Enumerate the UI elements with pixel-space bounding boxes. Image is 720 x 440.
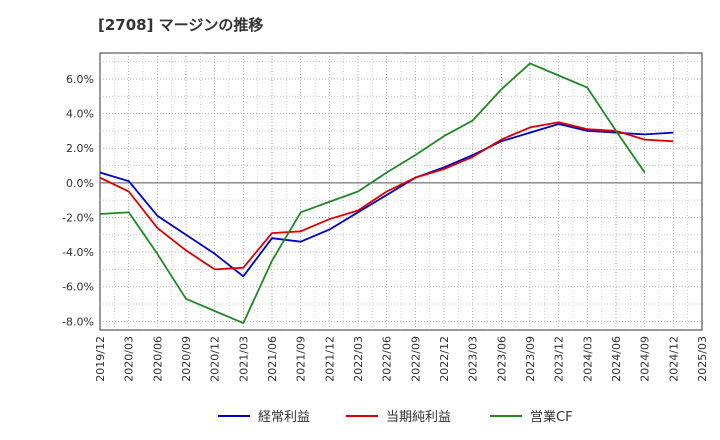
x-tick-label: 2020/12 (209, 336, 222, 382)
series-line-3 (99, 62, 646, 325)
x-tick-label: 2023/06 (495, 336, 508, 382)
x-tick-label: 2024/12 (667, 336, 680, 382)
x-tick-label: 2022/12 (438, 336, 451, 382)
x-tick-label: 2020/06 (151, 336, 164, 382)
y-tick-label: -2.0% (62, 211, 94, 224)
y-tick-label: 4.0% (66, 108, 94, 121)
x-tick-label: 2024/06 (610, 336, 623, 382)
chart-title: [2708] マージンの推移 (98, 16, 264, 34)
y-tick-label: 6.0% (66, 73, 94, 86)
x-tick-label: 2021/03 (237, 336, 250, 382)
x-tick-label: 2020/03 (123, 336, 136, 382)
legend-label-2: 当期純利益 (386, 410, 451, 425)
x-tick-label: 2023/03 (467, 336, 480, 382)
legend-label-1: 経常利益 (258, 410, 310, 425)
x-tick-label: 2022/06 (381, 336, 394, 382)
series-line-1 (99, 123, 674, 278)
x-tick-label: 2021/06 (266, 336, 279, 382)
x-tick-label: 2019/12 (94, 336, 107, 382)
y-tick-label: 0.0% (66, 177, 94, 190)
x-tick-label: 2025/03 (696, 336, 709, 382)
x-tick-label: 2024/09 (639, 336, 652, 382)
y-tick-label: -4.0% (62, 246, 94, 259)
x-tick-label: 2022/03 (352, 336, 365, 382)
x-tick-label: 2021/12 (323, 336, 336, 382)
x-tick-label: 2023/12 (553, 336, 566, 382)
y-tick-label: 2.0% (66, 142, 94, 155)
y-tick-label: -8.0% (62, 315, 94, 328)
x-tick-label: 2022/09 (409, 336, 422, 382)
x-tick-label: 2023/09 (524, 336, 537, 382)
x-tick-label: 2024/03 (581, 336, 594, 382)
x-tick-label: 2020/09 (180, 336, 193, 382)
x-tick-label: 2021/09 (295, 336, 308, 382)
series-line-2 (99, 121, 674, 271)
y-tick-label: -6.0% (62, 281, 94, 294)
legend-label-3: 営業CF (530, 409, 573, 425)
